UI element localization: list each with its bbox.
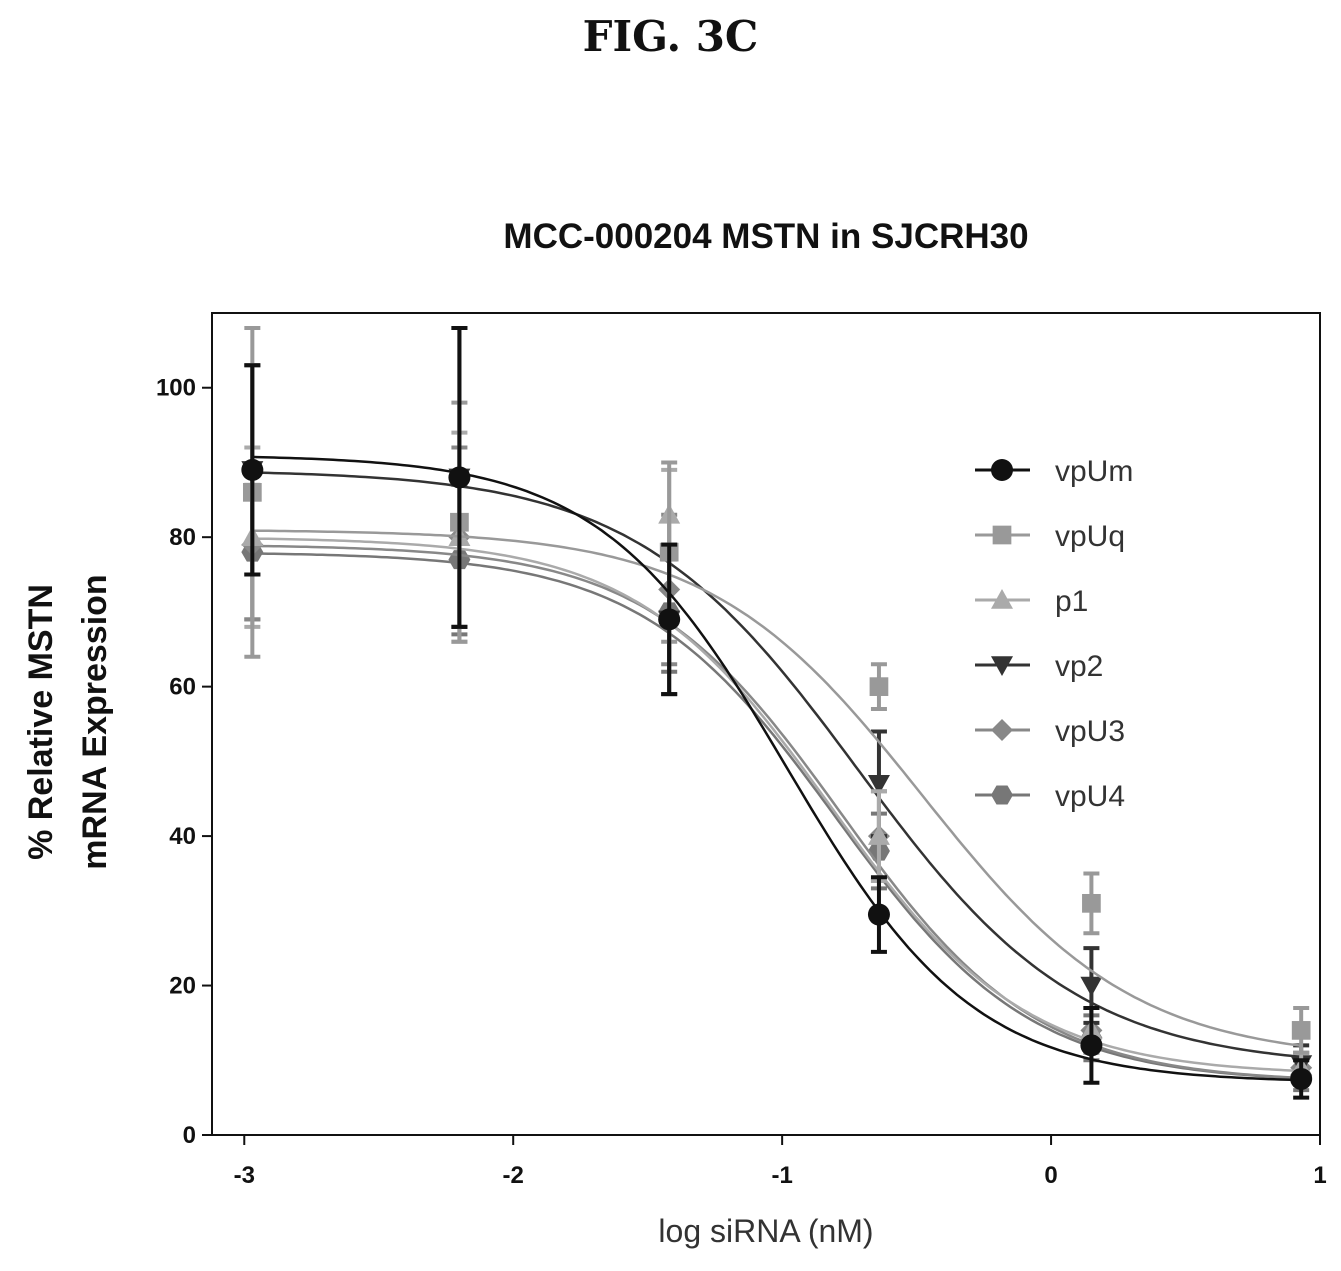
data-point-vpUq (1291, 1021, 1311, 1040)
x-tick-label: -2 (503, 1162, 524, 1189)
data-point-vpUq (1082, 893, 1101, 913)
figure-label: FIG. 3C (582, 12, 759, 61)
y-tick-label: 0 (183, 1122, 196, 1149)
legend: vpUm vpUq p1 vp2 vpU3 vpU4 (975, 455, 1133, 813)
fit-curve-vpUq (252, 529, 1302, 1048)
legend-item-vpU3: vpU3 (975, 715, 1125, 748)
y-axis-label-line-2: mRNA Expression (76, 574, 114, 869)
data-point-vpUm (658, 608, 681, 631)
data-point-vpUm (867, 903, 890, 926)
data-point-vpUq (869, 677, 889, 696)
series-vpU4 (241, 482, 1313, 1093)
x-axis-label: log siRNA (nM) (658, 1213, 873, 1249)
plot-area: 0 20 40 60 80 100 -3 -2 -1 0 1 (156, 312, 1327, 1189)
y-tick-label: 80 (169, 524, 196, 551)
x-tick-label: 0 (1044, 1162, 1057, 1189)
series-vpUq (242, 325, 1311, 1055)
legend-item-vpUq: vpUq (975, 520, 1125, 553)
legend-marker-vpUm (991, 459, 1013, 481)
legend-marker-vp2 (991, 656, 1013, 676)
legend-label-vpUm: vpUm (1055, 455, 1133, 488)
plot-frame (211, 312, 1321, 1136)
data-point-p1 (867, 825, 890, 845)
series-vp2 (241, 325, 1313, 1085)
legend-marker-vpUq (992, 525, 1012, 545)
data-point-vpUm (241, 458, 264, 481)
legend-label-vpU3: vpU3 (1055, 715, 1125, 748)
legend-label-p1: p1 (1055, 585, 1088, 618)
chart-title: MCC-000204 MSTN in SJCRH30 (503, 217, 1028, 256)
legend-item-p1: p1 (975, 585, 1088, 618)
fit-curve-vpU4 (252, 552, 1302, 1080)
legend-item-vp2: vp2 (975, 650, 1103, 683)
y-tick-label: 100 (156, 375, 196, 402)
x-tick-label: 1 (1313, 1162, 1326, 1189)
fit-curve-vpUm (252, 455, 1302, 1082)
data-point-vpUm (1290, 1067, 1313, 1090)
x-tick-label: -1 (771, 1162, 792, 1189)
legend-marker-vpU4 (991, 785, 1013, 805)
data-point-vpUm (448, 466, 471, 489)
y-tick-label: 60 (169, 674, 196, 701)
series-vpUm (241, 325, 1313, 1100)
data-point-vp2 (1080, 976, 1103, 997)
legend-label-vpUq: vpUq (1055, 520, 1125, 553)
x-tick-label: -3 (234, 1162, 255, 1189)
data-point-vp2 (867, 774, 890, 795)
legend-marker-p1 (991, 589, 1013, 609)
series-p1 (241, 430, 1313, 1085)
y-axis-label-line-1: % Relative MSTN (22, 584, 60, 860)
legend-item-vpUm: vpUm (975, 455, 1133, 488)
data-point-vpUm (1080, 1034, 1103, 1057)
y-tick-label: 40 (169, 823, 196, 850)
legend-item-vpU4: vpU4 (975, 780, 1125, 813)
legend-label-vpU4: vpU4 (1055, 780, 1125, 813)
y-tick-label: 20 (169, 973, 196, 1000)
fit-curve-vp2 (252, 471, 1302, 1059)
legend-marker-vpU3 (991, 719, 1013, 741)
fit-curve-vpU3 (252, 544, 1302, 1080)
legend-label-vp2: vp2 (1055, 650, 1103, 683)
fit-curve-p1 (252, 537, 1302, 1073)
y-axis-label: % Relative MSTN mRNA Expression (22, 574, 114, 869)
